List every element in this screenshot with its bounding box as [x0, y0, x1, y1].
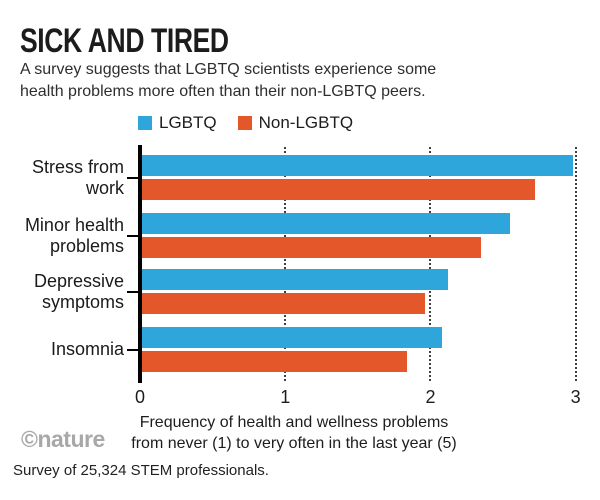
bar-non-lgbtq-3: [142, 293, 425, 314]
y-axis-tick: [127, 290, 138, 293]
bar-lgbtq-4: [142, 327, 443, 348]
x-tick-label-1: 1: [280, 387, 291, 407]
legend-item-lgbtq: LGBTQ: [138, 113, 217, 133]
legend-item-non-lgbtq: Non-LGBTQ: [237, 113, 354, 133]
legend-label-lgbtq: LGBTQ: [159, 113, 217, 132]
y-axis-tick: [127, 176, 138, 179]
x-axis-label-line-1: Frequency of health and wellness problem…: [139, 414, 449, 431]
category-label: Minor health problems: [24, 214, 124, 256]
bar-non-lgbtq-4: [142, 351, 408, 372]
y-axis-tick: [127, 234, 138, 237]
subtitle-line-2: health problems more often than their no…: [20, 82, 426, 100]
category-label: Stress from work: [31, 156, 124, 198]
chart-title: SICK AND TIRED: [20, 22, 229, 60]
bar-lgbtq-3: [142, 269, 448, 290]
x-tick-label-3: 3: [570, 387, 581, 407]
category-label: Insomnia: [50, 339, 124, 359]
gridline-2: [429, 147, 432, 381]
source-note: Survey of 25,324 STEM professionals.: [13, 462, 269, 479]
gridline-1: [284, 147, 287, 381]
legend-label-non-lgbtq: Non-LGBTQ: [258, 113, 354, 132]
bar-lgbtq-2: [142, 213, 511, 234]
gridline-3: [574, 147, 577, 381]
bar-non-lgbtq-2: [142, 237, 482, 258]
legend: LGBTQ Non-LGBTQ: [138, 113, 353, 133]
bar-lgbtq-1: [142, 155, 573, 176]
x-axis-label-line-2: from never (1) to very often in the last…: [131, 435, 457, 452]
y-axis-line: [138, 145, 142, 383]
non-lgbtq-color-swatch: [237, 116, 252, 130]
nature-logo: ©nature: [21, 426, 105, 452]
chart-subtitle: A survey suggests that LGBTQ scientists …: [20, 59, 436, 102]
category-label: Depressive symptoms: [33, 270, 124, 312]
lgbtq-color-swatch: [138, 116, 152, 130]
x-axis-label: Frequency of health and wellness problem…: [0, 412, 588, 454]
x-tick-label-2: 2: [425, 387, 436, 407]
bar-chart: 0 1 2 3 Stress from work Minor health problem…: [0, 145, 600, 410]
bar-non-lgbtq-1: [142, 179, 536, 200]
y-axis-tick: [127, 348, 138, 351]
x-tick-label-0: 0: [134, 387, 145, 407]
subtitle-line-1: A survey suggests that LGBTQ scientists …: [20, 61, 437, 78]
